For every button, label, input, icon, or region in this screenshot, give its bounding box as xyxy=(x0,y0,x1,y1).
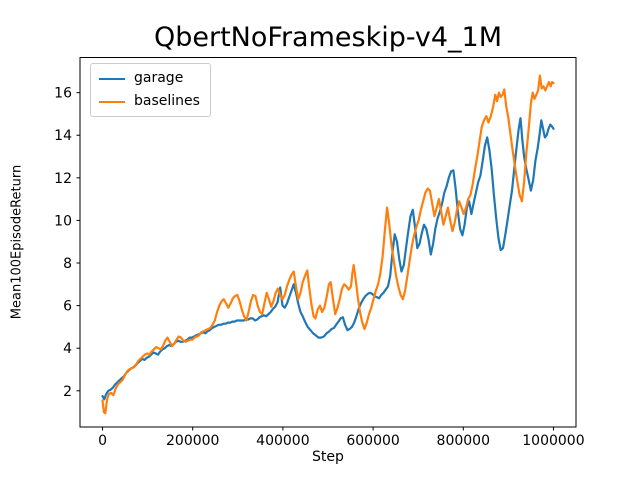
legend: garage baselines xyxy=(90,63,211,117)
y-tick-label: 6 xyxy=(63,299,72,315)
baselines-line-swatch-icon xyxy=(99,100,125,103)
y-tick-label: 8 xyxy=(63,256,72,272)
series-line-baselines xyxy=(101,74,555,415)
axes-frame xyxy=(79,57,577,428)
y-tick-label: 10 xyxy=(54,213,72,229)
y-tick-label: 4 xyxy=(63,341,72,357)
y-tick-label: 12 xyxy=(54,171,72,187)
y-tick-label: 14 xyxy=(54,128,72,144)
y-axis-label: Mean100EpisodeReturn xyxy=(9,164,25,320)
legend-label: baselines xyxy=(134,93,200,109)
x-axis-label: Step xyxy=(312,449,344,465)
legend-item-garage: garage xyxy=(99,70,200,87)
x-tick-label: 800000 xyxy=(437,433,490,449)
y-tick-label: 2 xyxy=(63,384,72,400)
legend-item-baselines: baselines xyxy=(99,93,200,110)
y-tick-label: 16 xyxy=(54,86,72,102)
series-line-garage xyxy=(101,117,555,401)
garage-line-swatch-icon xyxy=(99,77,125,80)
x-tick-label: 600000 xyxy=(346,433,399,449)
x-tick-label: 0 xyxy=(98,433,107,449)
legend-label: garage xyxy=(134,70,184,86)
x-tick-label: 400000 xyxy=(256,433,309,449)
chart-title: QbertNoFrameskip-v4_1M xyxy=(153,22,503,53)
x-tick-label: 200000 xyxy=(166,433,219,449)
x-tick-label: 1000000 xyxy=(522,433,584,449)
